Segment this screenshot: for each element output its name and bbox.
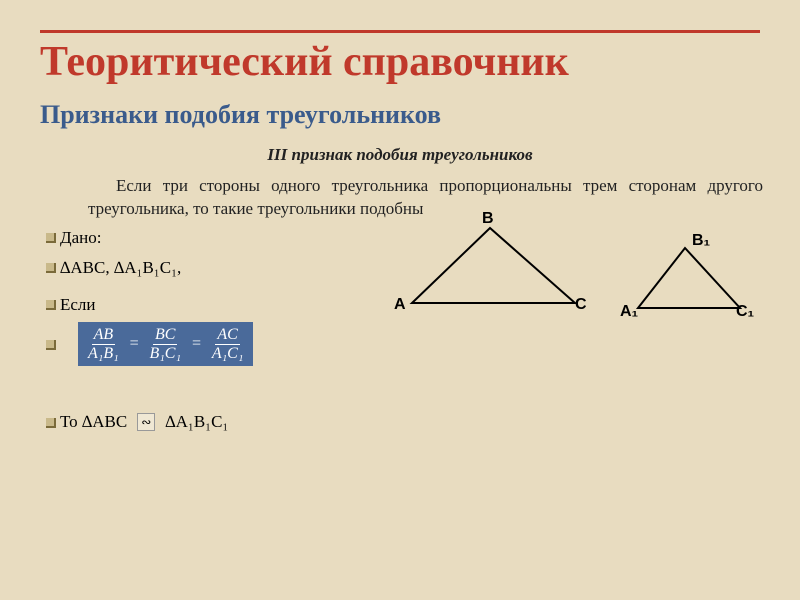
formula-box: AB A₁B₁ = BC B₁C₁ = AC A₁C₁ <box>78 322 253 366</box>
triangle-diagram: A B C A₁ B₁ C₁ <box>390 218 770 368</box>
diagram-svg <box>390 218 770 368</box>
main-title: Теоритический справочник <box>40 38 569 86</box>
ratio-3: AC A₁C₁ <box>210 326 246 362</box>
ratio-1: AB A₁B₁ <box>86 326 121 362</box>
bullet-icon <box>46 233 56 243</box>
conclusion: То ∆ABC ∾ ∆A₁B₁C₁ <box>60 412 228 432</box>
triangle-a1b1c1 <box>638 248 740 308</box>
subtitle: Признаки подобия треугольников <box>40 100 441 130</box>
ratio-2: BC B₁C₁ <box>147 326 183 362</box>
bullet-icon <box>46 300 56 310</box>
vertex-label-a: A <box>394 296 406 314</box>
vertex-label-a1: A₁ <box>620 303 638 321</box>
vertex-label-b1: B₁ <box>692 232 710 250</box>
bullet-icon <box>46 340 56 350</box>
vertex-label-c1: C₁ <box>736 303 754 321</box>
equals-icon: = <box>127 335 142 353</box>
if-label: Если <box>60 295 96 315</box>
equals-icon: = <box>189 335 204 353</box>
vertex-label-c: C <box>575 296 587 314</box>
bullet-icon <box>46 263 56 273</box>
conclusion-prefix: То ∆ABC <box>60 412 127 432</box>
given-label: Дано: <box>60 228 101 248</box>
similar-icon: ∾ <box>137 413 155 431</box>
theorem-body: Если три стороны одного треугольника про… <box>88 175 763 221</box>
conclusion-suffix: ∆A₁B₁C₁ <box>165 412 228 432</box>
given-triangles: ∆ABC, ∆A₁B₁C₁, <box>60 258 181 278</box>
title-underline <box>40 30 760 33</box>
bullet-icon <box>46 418 56 428</box>
theorem-heading: III признак подобия треугольников <box>0 145 800 165</box>
vertex-label-b: B <box>482 210 494 228</box>
triangle-abc <box>412 228 575 303</box>
